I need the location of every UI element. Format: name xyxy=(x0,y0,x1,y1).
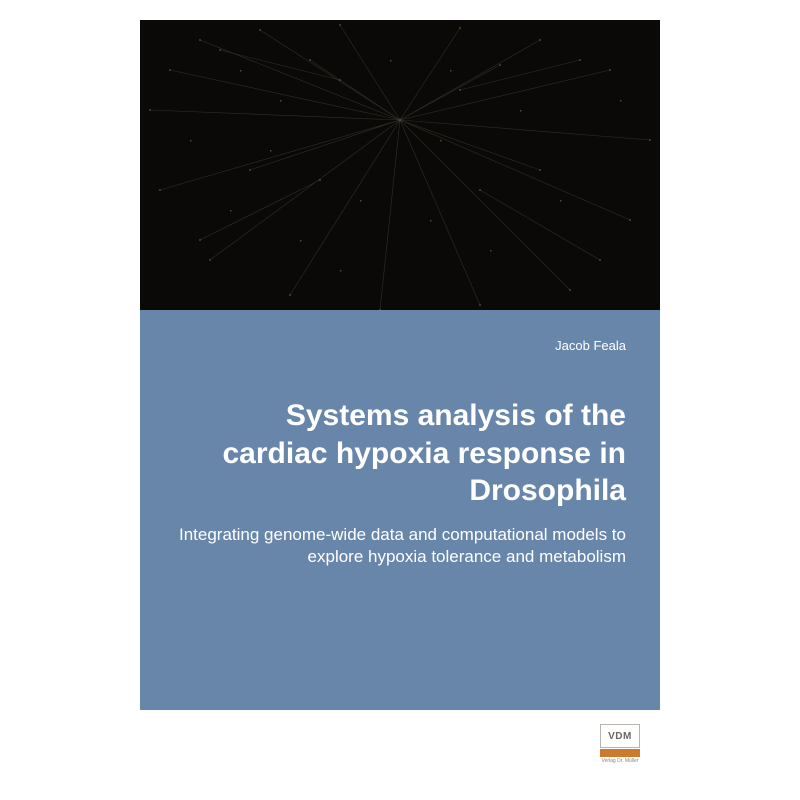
bottom-bar: VDM Verlag Dr. Müller xyxy=(140,710,660,780)
cover-artwork xyxy=(140,20,660,310)
title-panel: Jacob Feala Systems analysis of the card… xyxy=(140,310,660,710)
publisher-logo: VDM Verlag Dr. Müller xyxy=(596,724,644,768)
author-name: Jacob Feala xyxy=(174,338,626,353)
publisher-accent xyxy=(600,749,640,757)
book-subtitle: Integrating genome-wide data and computa… xyxy=(174,524,626,570)
book-title: Systems analysis of the cardiac hypoxia … xyxy=(174,397,626,510)
abstract-network-art xyxy=(140,20,660,310)
publisher-name: Verlag Dr. Müller xyxy=(602,759,639,764)
publisher-abbrev: VDM xyxy=(600,724,640,748)
book-cover: Jacob Feala Systems analysis of the card… xyxy=(140,20,660,780)
